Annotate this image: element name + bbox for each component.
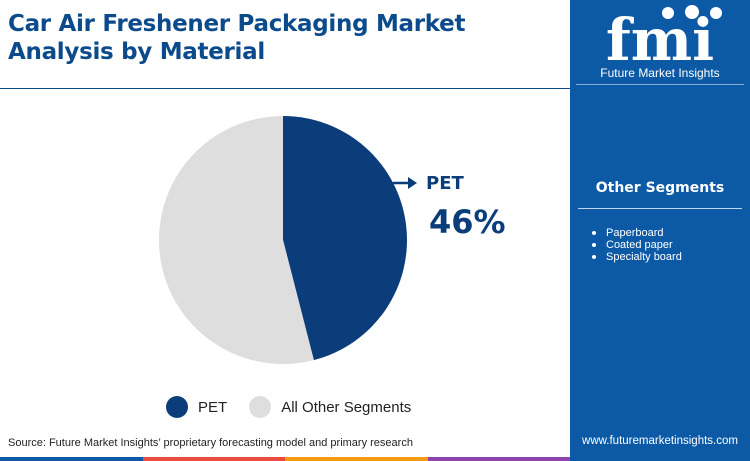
pie-slice-all-other-segments [159, 115, 314, 364]
pie-slice-pet [283, 116, 407, 361]
accent-bar [0, 457, 570, 461]
other-segments-divider [578, 208, 742, 209]
logo-divider [576, 84, 744, 85]
page-title: Car Air Freshener Packaging Market Analy… [8, 11, 466, 65]
other-segments-list: Paperboard Coated paper Specialty board [592, 227, 682, 263]
list-item: Paperboard [592, 227, 682, 239]
callout-label: PET [426, 173, 464, 194]
accent-bar-segment [427, 457, 570, 461]
title-divider [0, 88, 570, 89]
callout-value: 46% [429, 203, 506, 241]
pie-chart [159, 115, 407, 364]
legend-label-other: All Other Segments [281, 398, 412, 416]
legend-item-other: All Other Segments [249, 396, 411, 418]
website-link[interactable]: www.futuremarketinsights.com [582, 435, 738, 447]
side-panel: fmi Future Market Insights Other Segment… [570, 0, 750, 461]
accent-bar-segment [0, 457, 143, 461]
fmi-logo-mark: fmi [606, 5, 722, 74]
logo-subtitle: Future Market Insights [600, 66, 720, 80]
other-segments-heading: Other Segments [595, 180, 725, 196]
chart-legend: PET All Other Segments [166, 395, 433, 419]
fmi-logo: fmi Future Market Insights [570, 0, 750, 88]
legend-label-pet: PET [198, 398, 228, 416]
legend-item-pet: PET [166, 396, 227, 418]
accent-bar-segment [285, 457, 428, 461]
list-item: Coated paper [592, 239, 682, 251]
callout-arrow-icon [393, 177, 417, 189]
accent-bar-segment [142, 457, 285, 461]
legend-swatch-pet [166, 396, 188, 418]
legend-swatch-other [249, 396, 272, 418]
source-note: Source: Future Market Insights’ propriet… [8, 437, 413, 449]
list-item: Specialty board [592, 251, 682, 263]
